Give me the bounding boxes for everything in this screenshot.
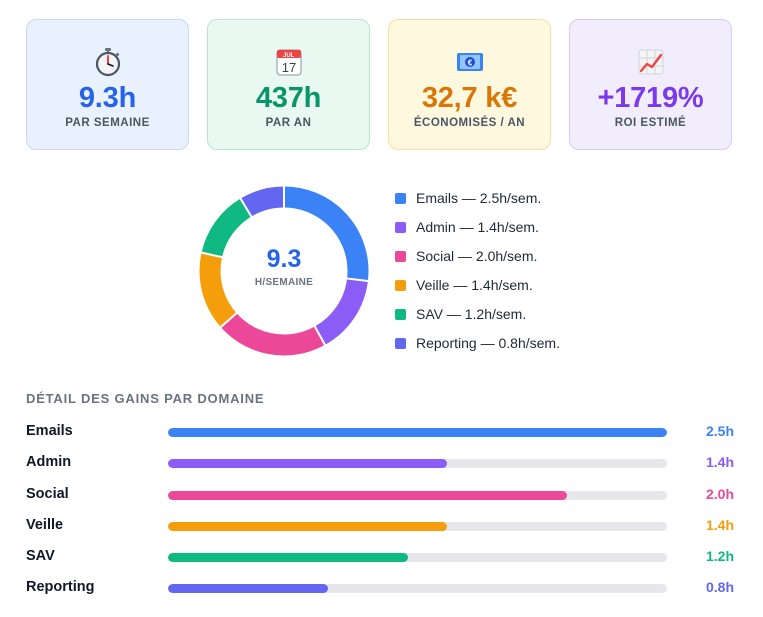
bar-fill xyxy=(168,428,667,437)
card-value: 32,7 k€ xyxy=(421,82,518,114)
bar-track xyxy=(168,491,667,500)
bar-value: 2.0h xyxy=(705,486,734,502)
bar-row-admin: Admin 1.4h xyxy=(26,451,736,473)
svg-text:€: € xyxy=(467,59,472,68)
legend-label: Veille — 1.4h/sem. xyxy=(416,277,533,293)
donut-slice-social xyxy=(199,186,369,356)
bar-track xyxy=(168,584,667,593)
stopwatch-icon xyxy=(27,47,188,77)
bar-row-reporting: Reporting 0.8h xyxy=(26,576,736,598)
bar-label: Reporting xyxy=(26,579,95,595)
donut-separator xyxy=(200,251,224,259)
legend-item-social: Social — 2.0h/sem. xyxy=(395,246,635,266)
donut-separator xyxy=(345,277,370,283)
legend-label: Emails — 2.5h/sem. xyxy=(416,190,542,206)
card-label: ÉCONOMISÉS / AN xyxy=(413,117,526,129)
bar-value: 1.4h xyxy=(705,454,734,470)
donut-total-value: 9.3 xyxy=(266,245,302,273)
legend-item-emails: Emails — 2.5h/sem. xyxy=(395,188,635,208)
legend-item-admin: Admin — 1.4h/sem. xyxy=(395,217,635,237)
svg-text:17: 17 xyxy=(281,60,295,75)
donut-center: 9.3 H/SEMAINE xyxy=(198,185,370,357)
legend-swatch xyxy=(395,308,406,320)
svg-text:JUL: JUL xyxy=(283,53,295,59)
legend-item-sav: SAV — 1.2h/sem. xyxy=(395,304,635,324)
bar-fill xyxy=(168,584,328,593)
bar-value: 1.2h xyxy=(705,548,734,564)
legend-label: Reporting — 0.8h/sem. xyxy=(416,335,560,351)
donut-separator xyxy=(219,311,238,329)
bar-track xyxy=(168,459,667,468)
donut-chart: 9.3 H/SEMAINE xyxy=(198,185,370,357)
bar-track xyxy=(168,553,667,562)
money-icon: € xyxy=(389,47,550,77)
bar-value: 0.8h xyxy=(705,579,734,595)
legend-swatch xyxy=(395,337,406,349)
card-per-year: JUL 17 437h PAR AN xyxy=(207,19,370,150)
bar-row-social: Social 2.0h xyxy=(26,483,736,505)
card-per-week: 9.3h PAR SEMAINE xyxy=(26,19,189,150)
legend-swatch xyxy=(395,250,406,262)
card-label: ROI ESTIMÉ xyxy=(614,117,687,129)
section-title: DÉTAIL DES GAINS PAR DOMAINE xyxy=(26,391,265,406)
calendar-icon: JUL 17 xyxy=(208,47,369,77)
bar-value: 2.5h xyxy=(705,423,734,439)
card-value: 437h xyxy=(255,82,322,114)
bar-fill xyxy=(168,459,448,468)
donut-slice-veille xyxy=(199,186,369,356)
card-savings: € 32,7 k€ ÉCONOMISÉS / AN xyxy=(388,19,551,150)
card-roi: +1719% ROI ESTIMÉ xyxy=(569,19,732,150)
legend-label: SAV — 1.2h/sem. xyxy=(416,306,527,322)
bar-track xyxy=(168,428,667,437)
bar-track xyxy=(168,522,667,531)
legend-item-veille: Veille — 1.4h/sem. xyxy=(395,275,635,295)
bar-fill xyxy=(168,491,568,500)
legend-swatch xyxy=(395,192,406,204)
donut-separator xyxy=(313,325,327,347)
bar-value: 1.4h xyxy=(705,517,734,533)
bar-fill xyxy=(168,522,448,531)
bar-row-sav: SAV 1.2h xyxy=(26,545,736,567)
bar-label: Veille xyxy=(26,517,64,533)
chart-increasing-icon xyxy=(570,47,731,77)
bar-label: Emails xyxy=(26,423,73,439)
legend-item-reporting: Reporting — 0.8h/sem. xyxy=(395,333,635,353)
bar-row-veille: Veille 1.4h xyxy=(26,514,736,536)
legend-label: Admin — 1.4h/sem. xyxy=(416,219,539,235)
bar-label: Social xyxy=(26,486,69,502)
donut-separator xyxy=(239,197,253,218)
card-value: 9.3h xyxy=(78,82,137,114)
legend-swatch xyxy=(395,221,406,233)
bar-label: Admin xyxy=(26,454,72,470)
card-label: PAR AN xyxy=(265,117,312,129)
legend-swatch xyxy=(395,279,406,291)
bar-label: SAV xyxy=(26,548,55,564)
card-value: +1719% xyxy=(597,82,704,114)
legend-label: Social — 2.0h/sem. xyxy=(416,248,538,264)
donut-total-unit: H/SEMAINE xyxy=(254,277,314,288)
donut-svg xyxy=(199,185,370,356)
card-label: PAR SEMAINE xyxy=(65,117,150,129)
bar-row-emails: Emails 2.5h xyxy=(26,420,736,442)
bar-fill xyxy=(168,553,408,562)
kpi-cards: 9.3h PAR SEMAINE JUL 17 437h PAR AN € 32… xyxy=(26,19,734,152)
